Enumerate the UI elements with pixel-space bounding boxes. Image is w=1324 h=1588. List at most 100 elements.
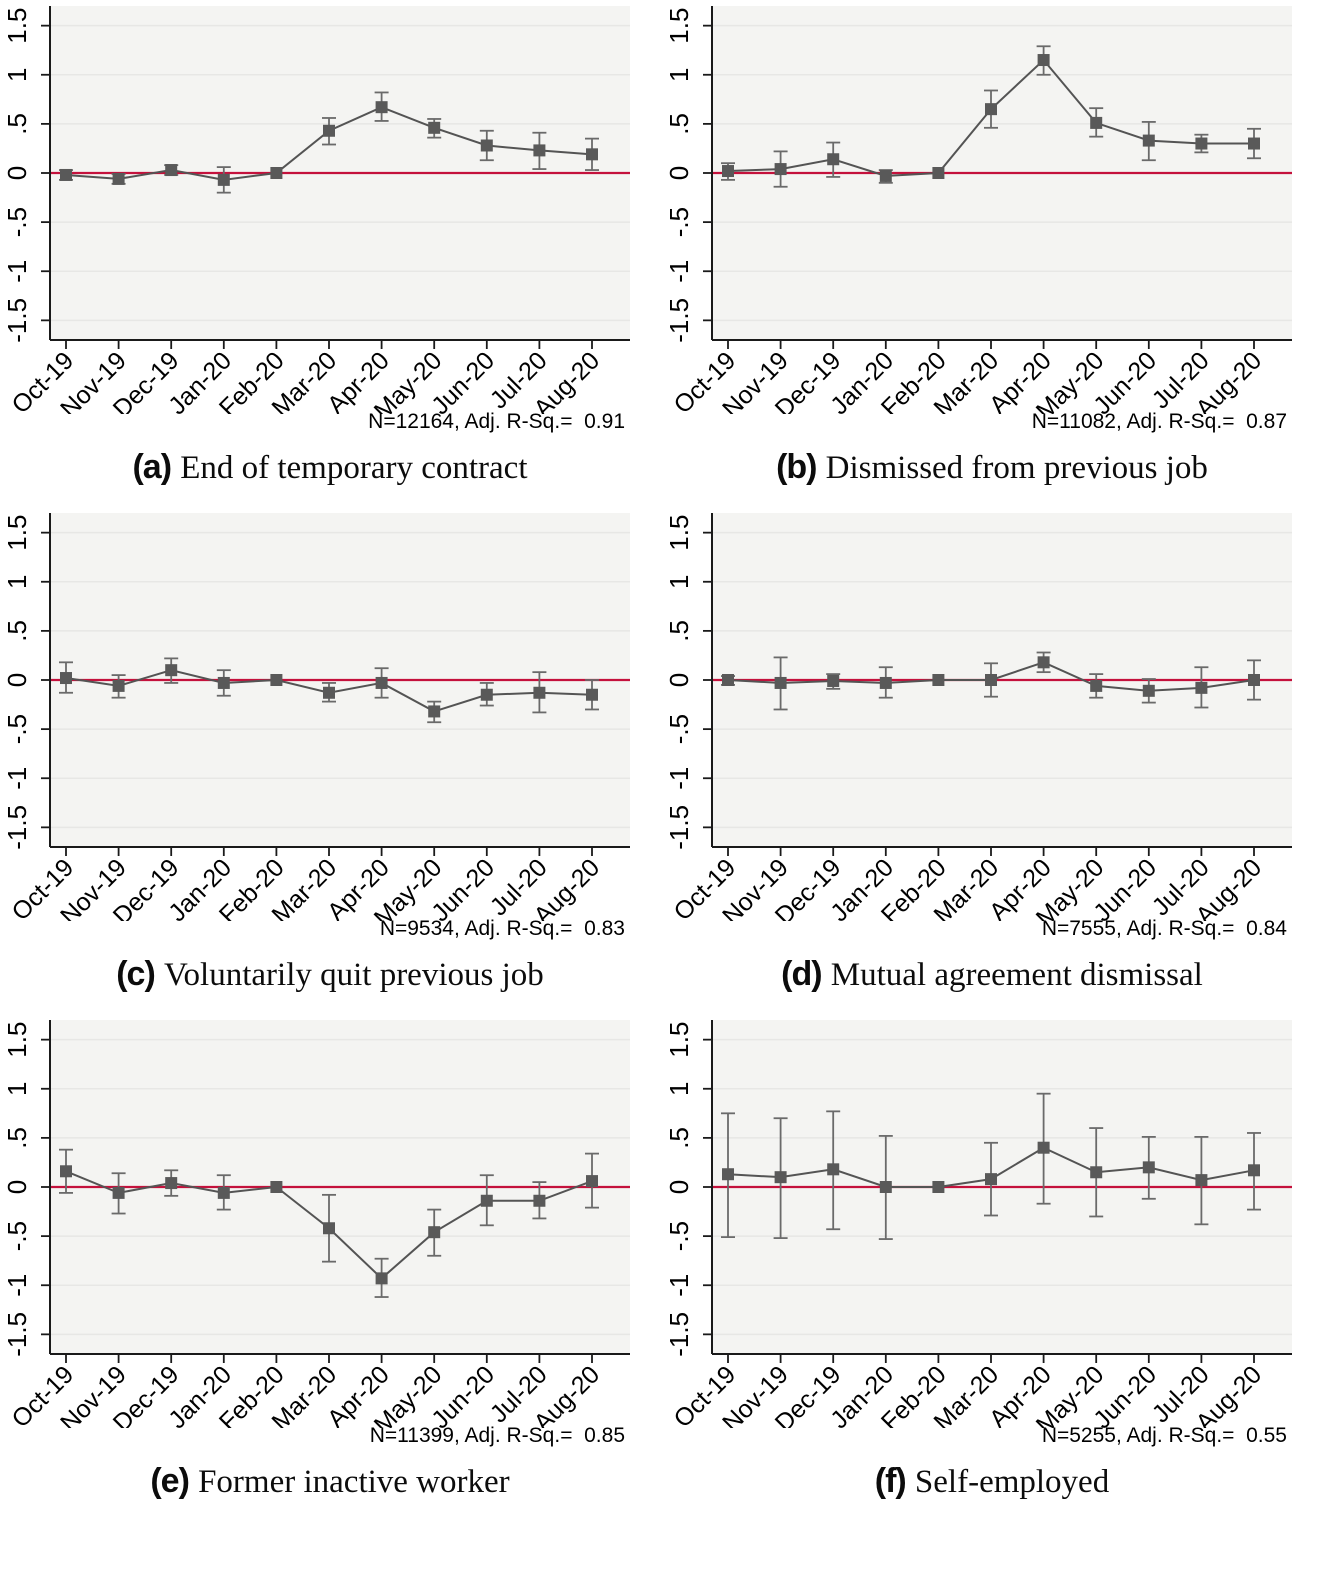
chart-former-inactive-worker: 1.5 1.5 0 -.5 -1 -1.5 Oct-19 Nov-19 Dec-19 Jan-20… bbox=[0, 1014, 660, 1428]
coef-plot-svg: 1.51.50-.5-1-1.5Oct-19Nov-19Dec-19Jan-20… bbox=[664, 6, 1292, 414]
panel-letter: (c) bbox=[116, 955, 156, 993]
svg-text:1.5: 1.5 bbox=[664, 1022, 694, 1058]
panel-caption: (f) Self-employed bbox=[662, 1462, 1322, 1501]
panel-f: 1.5 1.5 0 -.5 -1 -1.5 Oct-19 Nov-19 Dec-19 Jan-20… bbox=[662, 1014, 1322, 1521]
svg-text:-1.5: -1.5 bbox=[2, 805, 32, 850]
panel-title: Dismissed from previous job bbox=[825, 450, 1208, 486]
panel-letter: (e) bbox=[150, 1462, 190, 1500]
y-axis-ticks bbox=[41, 1038, 50, 1336]
chart-voluntarily-quit-previous-job: 1.5 1.5 0 -.5 -1 -1.5 Oct-19 Nov-19 Dec-19 Jan-20… bbox=[0, 507, 660, 921]
svg-text:-.5: -.5 bbox=[2, 1221, 32, 1251]
chart-end-of-temporary-contract: 1.5 1.5 0 -.5 -1 -1.5 Oct-19 Nov-19 Dec-19 Jan-20… bbox=[0, 0, 660, 414]
svg-text:1: 1 bbox=[664, 575, 694, 589]
panel-caption: (a) End of temporary contract bbox=[0, 448, 660, 487]
panel-title: End of temporary contract bbox=[180, 450, 528, 486]
figure-page: 1.5 1.5 0 -.5 -1 -1.5 Oct-19 Nov-19 Dec-19 Jan-20… bbox=[0, 0, 1322, 1521]
svg-text:0: 0 bbox=[664, 166, 694, 180]
svg-text:.5: .5 bbox=[664, 113, 694, 135]
svg-text:.5: .5 bbox=[2, 1127, 32, 1149]
x-axis-ticks bbox=[727, 847, 1255, 856]
svg-text:-.5: -.5 bbox=[664, 714, 694, 744]
y-axis-ticks bbox=[703, 531, 712, 829]
markers bbox=[60, 101, 598, 186]
y-axis-labels: 1.51.50-.5-1-1.5 bbox=[2, 515, 32, 850]
panel-note: N=11082, Adj. R-Sq.= 0.87 bbox=[1031, 410, 1287, 433]
markers bbox=[722, 54, 1260, 182]
x-axis-labels: Oct-19Nov-19Dec-19Jan-20Feb-20Mar-20Apr-… bbox=[6, 1360, 605, 1428]
panel-title: Voluntarily quit previous job bbox=[163, 957, 544, 993]
svg-text:1: 1 bbox=[2, 1082, 32, 1096]
chart-self-employed: 1.5 1.5 0 -.5 -1 -1.5 Oct-19 Nov-19 Dec-19 Jan-20… bbox=[662, 1014, 1322, 1428]
svg-text:-1: -1 bbox=[2, 260, 32, 283]
svg-text:0: 0 bbox=[2, 673, 32, 687]
y-axis-labels: 1.51.50-.5-1-1.5 bbox=[664, 8, 694, 343]
svg-text:-1: -1 bbox=[664, 260, 694, 283]
x-axis-ticks bbox=[727, 340, 1255, 349]
panel-b: 1.5 1.5 0 -.5 -1 -1.5 Oct-19 Nov-19 Dec-19 Jan-20… bbox=[662, 0, 1322, 507]
y-axis-labels: 1.51.50-.5-1-1.5 bbox=[664, 1022, 694, 1357]
svg-text:-.5: -.5 bbox=[2, 207, 32, 237]
coef-plot-svg: 1.51.50-.5-1-1.5Oct-19Nov-19Dec-19Jan-20… bbox=[2, 6, 630, 414]
panel-d: 1.5 1.5 0 -.5 -1 -1.5 Oct-19 Nov-19 Dec-19 Jan-20… bbox=[662, 507, 1322, 1014]
panel-note: N=12164, Adj. R-Sq.= 0.91 bbox=[368, 410, 625, 433]
svg-text:-.5: -.5 bbox=[664, 1221, 694, 1251]
x-axis-ticks bbox=[65, 340, 593, 349]
y-axis-labels: 1.51.50-.5-1-1.5 bbox=[2, 1022, 32, 1357]
coef-plot-svg: 1.51.50-.5-1-1.5Oct-19Nov-19Dec-19Jan-20… bbox=[664, 1020, 1292, 1428]
y-axis-ticks bbox=[41, 531, 50, 829]
svg-text:-1: -1 bbox=[664, 767, 694, 790]
coefficient-plot-grid: 1.5 1.5 0 -.5 -1 -1.5 Oct-19 Nov-19 Dec-19 Jan-20… bbox=[0, 0, 1322, 1521]
svg-text:-1.5: -1.5 bbox=[664, 298, 694, 343]
svg-text:.5: .5 bbox=[664, 1127, 694, 1149]
panel-letter: (b) bbox=[776, 448, 817, 486]
svg-text:-1.5: -1.5 bbox=[664, 805, 694, 850]
svg-text:-1: -1 bbox=[664, 1274, 694, 1297]
x-axis-labels: Oct-19Nov-19Dec-19Jan-20Feb-20Mar-20Apr-… bbox=[6, 853, 605, 921]
panel-letter: (a) bbox=[132, 448, 172, 486]
svg-text:1: 1 bbox=[2, 575, 32, 589]
gridlines bbox=[50, 531, 630, 829]
panel-caption: (e) Former inactive worker bbox=[0, 1462, 660, 1501]
svg-text:0: 0 bbox=[2, 1180, 32, 1194]
svg-text:1: 1 bbox=[664, 68, 694, 82]
panel-e: 1.5 1.5 0 -.5 -1 -1.5 Oct-19 Nov-19 Dec-19 Jan-20… bbox=[0, 1014, 660, 1521]
panel-c: 1.5 1.5 0 -.5 -1 -1.5 Oct-19 Nov-19 Dec-19 Jan-20… bbox=[0, 507, 660, 1014]
coef-plot-svg: 1.51.50-.5-1-1.5Oct-19Nov-19Dec-19Jan-20… bbox=[664, 513, 1292, 921]
svg-text:-.5: -.5 bbox=[664, 207, 694, 237]
svg-text:1.5: 1.5 bbox=[664, 8, 694, 44]
panel-note: N=9534, Adj. R-Sq.= 0.83 bbox=[379, 917, 625, 940]
svg-text:1.5: 1.5 bbox=[664, 515, 694, 551]
markers bbox=[722, 656, 1260, 697]
panel-title: Mutual agreement dismissal bbox=[830, 957, 1203, 993]
y-axis-ticks bbox=[41, 24, 50, 322]
x-axis-labels: Oct-19Nov-19Dec-19Jan-20Feb-20Mar-20Apr-… bbox=[668, 853, 1267, 921]
x-axis-labels: Oct-19Nov-19Dec-19Jan-20Feb-20Mar-20Apr-… bbox=[6, 346, 605, 414]
y-axis-labels: 1.51.50-.5-1-1.5 bbox=[664, 515, 694, 850]
x-axis-labels: Oct-19Nov-19Dec-19Jan-20Feb-20Mar-20Apr-… bbox=[668, 346, 1267, 414]
svg-text:-1.5: -1.5 bbox=[2, 298, 32, 343]
svg-text:0: 0 bbox=[2, 166, 32, 180]
svg-text:-1: -1 bbox=[2, 1274, 32, 1297]
svg-text:-1.5: -1.5 bbox=[2, 1312, 32, 1357]
panel-note: N=7555, Adj. R-Sq.= 0.84 bbox=[1041, 917, 1287, 940]
svg-text:.5: .5 bbox=[2, 113, 32, 135]
markers bbox=[722, 1141, 1260, 1193]
panel-caption: (c) Voluntarily quit previous job bbox=[0, 955, 660, 994]
x-axis-ticks bbox=[65, 1354, 593, 1363]
panel-a: 1.5 1.5 0 -.5 -1 -1.5 Oct-19 Nov-19 Dec-19 Jan-20… bbox=[0, 0, 660, 507]
svg-text:-1.5: -1.5 bbox=[664, 1312, 694, 1357]
svg-text:1.5: 1.5 bbox=[2, 8, 32, 44]
coef-plot-svg: 1.51.50-.5-1-1.5Oct-19Nov-19Dec-19Jan-20… bbox=[2, 1020, 630, 1428]
panel-letter: (f) bbox=[874, 1462, 907, 1500]
y-axis-labels: 1.51.50-.5-1-1.5 bbox=[2, 8, 32, 343]
svg-text:.5: .5 bbox=[664, 620, 694, 642]
svg-text:.5: .5 bbox=[2, 620, 32, 642]
x-axis-ticks bbox=[65, 847, 593, 856]
chart-dismissed-from-previous-job: 1.5 1.5 0 -.5 -1 -1.5 Oct-19 Nov-19 Dec-19 Jan-20… bbox=[662, 0, 1322, 414]
x-axis-ticks bbox=[727, 1354, 1255, 1363]
panel-caption: (b) Dismissed from previous job bbox=[662, 448, 1322, 487]
svg-text:-1: -1 bbox=[2, 767, 32, 790]
panel-title: Self-employed bbox=[914, 1464, 1110, 1500]
y-axis-ticks bbox=[703, 1038, 712, 1336]
svg-text:1.5: 1.5 bbox=[2, 1022, 32, 1058]
